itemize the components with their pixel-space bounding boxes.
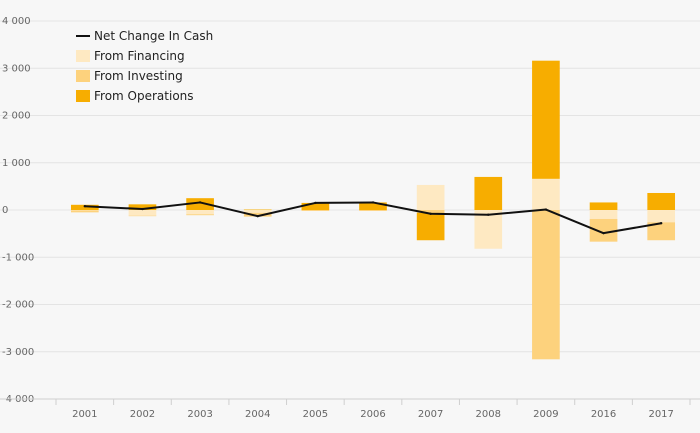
legend-swatch-from-financing (76, 50, 90, 62)
bar-from-financing-2009 (532, 178, 560, 210)
legend-label-from-operations: From Operations (94, 89, 194, 103)
bar-from-investing-2005 (301, 210, 330, 211)
net-change-point-2016 (602, 231, 605, 235)
x-tick-label: 2003 (187, 409, 212, 420)
bar-from-investing-2017 (647, 222, 676, 241)
x-tick-label: 2017 (648, 409, 673, 420)
net-change-point-2005 (314, 201, 317, 205)
bar-from-financing-2016 (589, 210, 618, 219)
y-tick-label: 2 000 (2, 111, 31, 122)
bar-from-operations-2016 (589, 202, 618, 210)
legend-label-net-change-in-cash: Net Change In Cash (94, 29, 213, 43)
net-change-point-2008 (487, 213, 490, 216)
bar-from-investing-2004 (243, 212, 272, 217)
legend-swatch-from-operations (76, 90, 90, 102)
bar-from-investing-2003 (186, 214, 214, 216)
net-change-point-2001 (83, 205, 87, 208)
bar-from-investing-2009 (532, 210, 560, 360)
y-tick-label: -2 000 (2, 300, 34, 311)
x-tick-label: 2001 (72, 409, 97, 420)
bar-from-financing-2004 (243, 210, 272, 213)
x-tick-label: 2008 (476, 409, 501, 420)
net-change-point-2017 (659, 222, 663, 225)
bar-from-financing-2008 (474, 210, 503, 249)
legend: Net Change In Cash From Financing From Inv… (76, 29, 213, 103)
gridlines (0, 20, 700, 353)
bar-from-operations-2008 (474, 176, 503, 210)
x-tick-label: 2004 (245, 409, 270, 420)
y-tick-label: 3 000 (2, 63, 31, 74)
bar-from-operations-2007 (416, 212, 445, 241)
bar-from-financing-2017 (647, 210, 676, 223)
x-tick-label: 2006 (360, 409, 385, 420)
net-change-point-2009 (544, 208, 548, 211)
bar-from-investing-2016 (589, 218, 618, 242)
y-tick-label: -1 000 (2, 252, 34, 263)
bar-from-operations-2004 (243, 209, 272, 211)
x-tick-label: 2002 (130, 409, 155, 420)
legend-swatch-from-investing (76, 70, 90, 82)
y-tick-label: 1 000 (2, 158, 31, 169)
net-change-point-2006 (371, 201, 375, 204)
bar-from-operations-2006 (359, 202, 387, 210)
bars (70, 60, 676, 360)
bar-from-operations-2009 (532, 60, 560, 179)
bar-from-investing-2007 (416, 210, 445, 213)
bar-from-financing-2001 (70, 210, 99, 211)
net-change-point-2003 (198, 201, 202, 204)
bar-from-financing-2002 (128, 210, 157, 216)
y-tick-label: 0 (2, 205, 8, 216)
net-change-point-2007 (429, 212, 432, 215)
x-tick-label: 2016 (591, 409, 616, 420)
bar-from-operations-2005 (301, 202, 330, 210)
bar-from-financing-2003 (186, 210, 214, 215)
x-axis: 2001 2002 2003 2004 2005 2006 2007 2008 2009 2016… (0, 398, 700, 420)
bar-from-operations-2002 (128, 204, 157, 210)
legend-label-from-investing: From Investing (94, 69, 183, 83)
x-tick-label: 2009 (533, 409, 558, 420)
legend-label-from-financing: From Financing (94, 49, 185, 63)
bar-from-financing-2007 (416, 184, 445, 210)
y-tick-label: 4 000 (2, 16, 31, 27)
net-change-line-group (83, 201, 663, 235)
bar-from-investing-2006 (359, 210, 387, 211)
x-tick-label: 2005 (303, 409, 328, 420)
net-change-point-2004 (256, 214, 259, 218)
bar-from-operations-2017 (647, 192, 676, 210)
bar-from-investing-2002 (128, 215, 157, 217)
net-change-point-2002 (141, 207, 144, 211)
bar-from-operations-2003 (186, 198, 214, 210)
bar-from-investing-2001 (70, 210, 99, 213)
y-tick-label: -3 000 (2, 347, 34, 358)
x-tick-label: 2007 (418, 409, 443, 420)
